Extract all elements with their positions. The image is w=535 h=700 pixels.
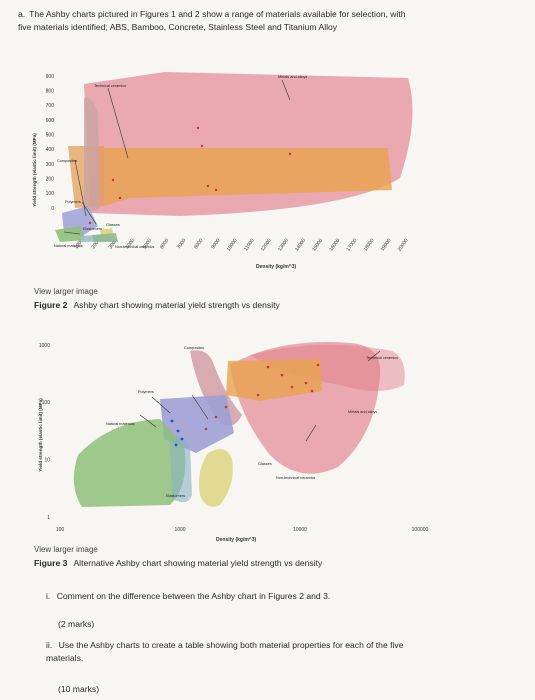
y-tick-label: 0 xyxy=(51,206,54,212)
x-tick-label: 11000 xyxy=(243,238,256,253)
x-tick-label: 16000 xyxy=(328,238,341,253)
figure-2-caption: Figure 2 Ashby chart showing material yie… xyxy=(34,300,280,310)
x-tick-label: 20000 xyxy=(397,238,410,253)
figure-2-chart: Yield strength (elastic limit) (MPa) 0 10… xyxy=(32,72,413,270)
x-tick-label: 4000 xyxy=(125,238,136,251)
question-1-text: Comment on the difference between the As… xyxy=(56,591,331,601)
figure-3-chart: Yield strength (elastic limit) (MPa) 1 10… xyxy=(38,341,429,543)
region-label: Non-technical ceramics xyxy=(276,476,316,480)
region-label: Metals and alloys xyxy=(278,75,307,79)
question-2: ii. Use the Ashby charts to create a tab… xyxy=(46,639,426,664)
y-axis-label: Yield strength (elastic limit) (MPa) xyxy=(32,133,37,207)
x-tick-label: 15000 xyxy=(311,238,324,253)
x-tick-label: 5000 xyxy=(142,238,153,251)
question-2-label: ii. xyxy=(46,640,53,650)
region-label: Natural materials xyxy=(54,244,83,248)
x-tick-label: 7000 xyxy=(176,238,187,251)
x-tick-label: 6000 xyxy=(159,238,170,251)
non-technical-ceramics-region xyxy=(92,233,118,242)
y-tick-label: 10 xyxy=(44,457,50,463)
intro-paragraph: a. The Ashby charts pictured in Figures 1… xyxy=(18,8,418,33)
x-tick-label: 2000 xyxy=(91,238,102,251)
composites-region xyxy=(190,350,242,426)
x-tick-label: 9000 xyxy=(210,238,221,251)
composites-band-region xyxy=(104,148,392,206)
y-tick-label: 600 xyxy=(46,118,55,124)
natural-materials-region xyxy=(55,226,86,242)
y-tick-label: 100 xyxy=(42,400,51,406)
region-label: Non-technical ceramics xyxy=(115,245,155,249)
x-axis-label: Density (kg/m^3) xyxy=(216,537,256,543)
natural-materials-region xyxy=(73,419,186,507)
x-tick-label: 100000 xyxy=(412,527,429,533)
y-tick-label: 100 xyxy=(46,191,55,197)
region-label: Technical ceramics xyxy=(366,356,398,360)
region-label: Natural materials xyxy=(106,422,135,426)
technical-ceramics-region xyxy=(250,344,405,391)
x-axis-label: Density (kg/m^3) xyxy=(256,264,296,270)
y-tick-label: 200 xyxy=(46,176,55,182)
question-1-marks: (2 marks) xyxy=(58,619,95,629)
x-tick-label: 10000 xyxy=(226,238,239,253)
intro-text: The Ashby charts pictured in Figures 1 a… xyxy=(18,9,406,32)
region-label: Polymers xyxy=(138,390,154,394)
x-tick-label: 17000 xyxy=(345,238,358,253)
region-label: Composites xyxy=(57,159,77,163)
region-label: Glasses xyxy=(258,462,272,466)
figure-2-caption-label: Figure 2 xyxy=(34,300,68,310)
x-tick-label: 1000 xyxy=(174,527,185,533)
y-tick-label: 1000 xyxy=(39,343,50,349)
y-tick-label: 800 xyxy=(46,88,55,94)
x-tick-label: 14000 xyxy=(294,238,307,253)
y-tick-label: 500 xyxy=(46,132,55,138)
y-tick-label: 400 xyxy=(46,147,55,153)
region-label: Elastomers xyxy=(166,494,185,498)
x-tick-label: 1000 xyxy=(73,238,84,251)
question-2-text: Use the Ashby charts to create a table s… xyxy=(46,640,404,663)
question-2-marks: (10 marks) xyxy=(58,684,100,694)
figure-3-caption-text: Alternative Ashby chart showing material… xyxy=(73,558,323,568)
y-axis-label: Yield strength (elastic limit) (MPa) xyxy=(38,398,43,472)
y-tick-label: 300 xyxy=(46,162,55,168)
figure-3-view-larger-link[interactable]: View larger image xyxy=(34,545,98,554)
x-tick-label: 12000 xyxy=(260,238,273,253)
part-label: a. xyxy=(18,9,26,19)
figure-3-caption-label: Figure 3 xyxy=(34,558,68,568)
y-tick-label: 1 xyxy=(47,515,50,521)
question-1: i. Comment on the difference between the… xyxy=(46,590,466,603)
x-tick-label: 13000 xyxy=(277,238,290,253)
region-label: Metals and alloys xyxy=(348,410,377,414)
x-tick-label: 18000 xyxy=(363,238,376,253)
x-tick-label: 19000 xyxy=(380,238,393,253)
elastomers-region xyxy=(170,437,192,503)
y-tick-label: 700 xyxy=(46,103,55,109)
y-tick-label: 900 xyxy=(46,74,55,80)
x-tick-label: 3000 xyxy=(108,238,119,251)
region-label: Technical ceramics xyxy=(94,84,126,88)
region-label: Elastomers xyxy=(83,227,102,231)
x-tick-label: 8000 xyxy=(193,238,204,251)
x-tick-label: 10000 xyxy=(293,527,307,533)
composites-upper-region xyxy=(226,359,322,401)
region-label: Composites xyxy=(184,346,204,350)
region-label: Glasses xyxy=(106,223,120,227)
glasses-region xyxy=(199,449,233,507)
figure-2-view-larger-link[interactable]: View larger image xyxy=(34,287,98,296)
x-tick-label: 100 xyxy=(56,527,65,533)
technical-ceramics-region xyxy=(84,97,100,211)
region-label: Polymers xyxy=(65,200,81,204)
figure-3-caption: Figure 3 Alternative Ashby chart showing … xyxy=(34,558,322,568)
question-1-label: i. xyxy=(46,591,51,601)
figure-2-caption-text: Ashby chart showing material yield stren… xyxy=(73,300,280,310)
